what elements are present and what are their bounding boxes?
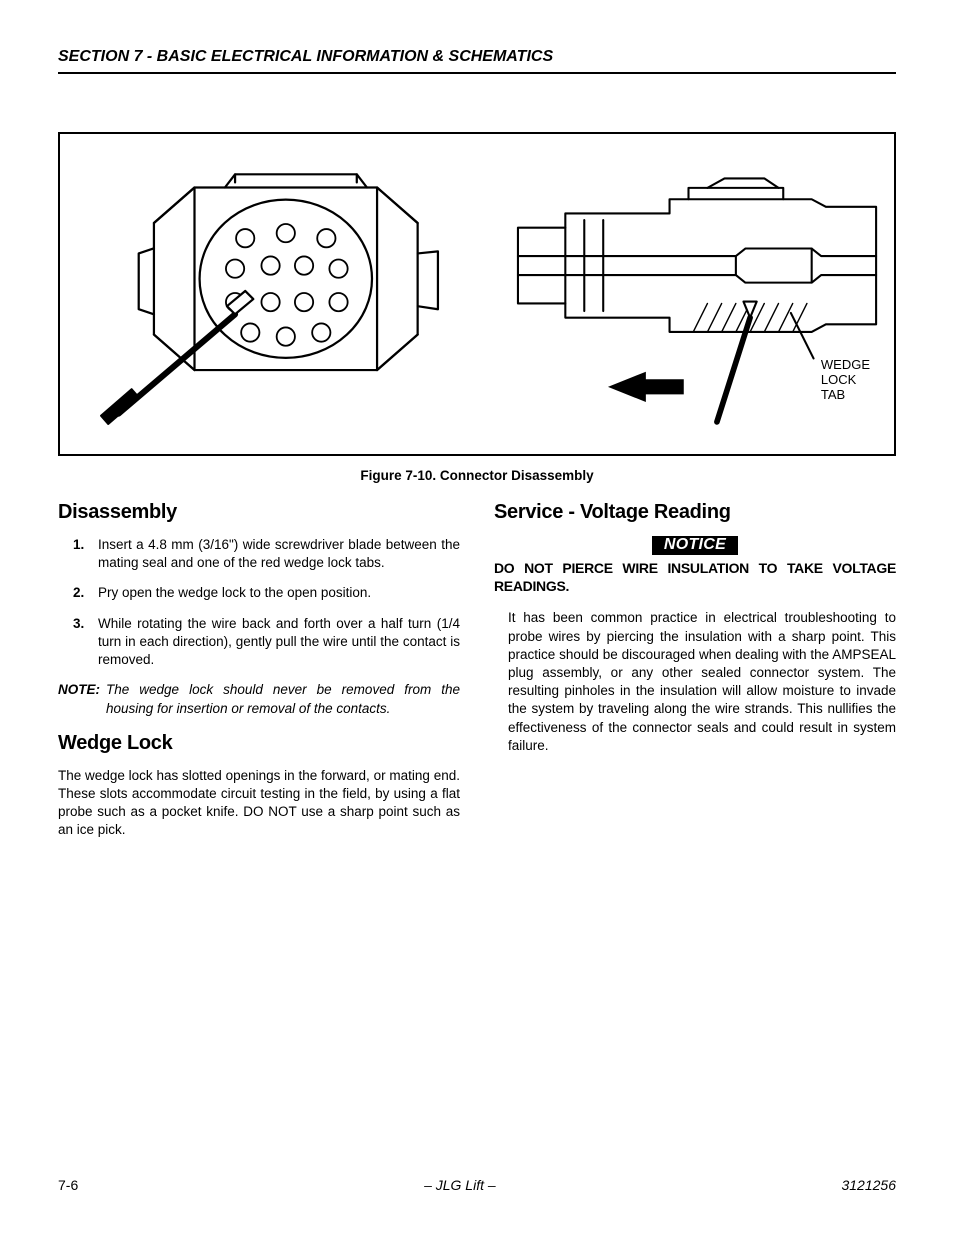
notice-wrapper: NOTICE (494, 536, 896, 555)
notice-tag: NOTICE (652, 536, 738, 555)
disassembly-steps: Insert a 4.8 mm (3/16") wide screwdriver… (58, 536, 460, 669)
left-column: Disassembly Insert a 4.8 mm (3/16") wide… (58, 501, 460, 854)
step-item: Pry open the wedge lock to the open posi… (58, 584, 460, 602)
figure-left-isometric (76, 152, 455, 436)
figure-caption: Figure 7-10. Connector Disassembly (58, 468, 896, 483)
service-body-paragraph: It has been common practice in electrica… (494, 609, 896, 755)
right-column: Service - Voltage Reading NOTICE DO NOT … (494, 501, 896, 854)
step-item: Insert a 4.8 mm (3/16") wide screwdriver… (58, 536, 460, 572)
heading-wedge-lock: Wedge Lock (58, 732, 460, 755)
section-header: SECTION 7 - BASIC ELECTRICAL INFORMATION… (58, 48, 896, 74)
note-block: NOTE: The wedge lock should never be rem… (58, 681, 460, 717)
two-column-body: Disassembly Insert a 4.8 mm (3/16") wide… (58, 501, 896, 854)
heading-service-voltage: Service - Voltage Reading (494, 501, 896, 524)
wedge-lock-paragraph: The wedge lock has slotted openings in t… (58, 767, 460, 840)
page: SECTION 7 - BASIC ELECTRICAL INFORMATION… (0, 0, 954, 1235)
wedge-lock-tab-label: WEDGE LOCK TAB (821, 358, 870, 403)
page-footer: 7-6 – JLG Lift – 3121256 (58, 1177, 896, 1193)
note-label: NOTE: (58, 681, 106, 717)
figure-right-cutaway: WEDGE LOCK TAB (499, 152, 878, 436)
footer-center: – JLG Lift – (424, 1177, 496, 1193)
footer-page-number: 7-6 (58, 1177, 78, 1193)
connector-isometric-icon (76, 152, 455, 436)
footer-doc-number: 3121256 (841, 1177, 896, 1193)
note-text: The wedge lock should never be removed f… (106, 681, 460, 717)
notice-warning-text: DO NOT PIERCE WIRE INSULATION TO TAKE VO… (494, 559, 896, 595)
step-item: While rotating the wire back and forth o… (58, 615, 460, 670)
figure-box: WEDGE LOCK TAB (58, 132, 896, 456)
heading-disassembly: Disassembly (58, 501, 460, 524)
